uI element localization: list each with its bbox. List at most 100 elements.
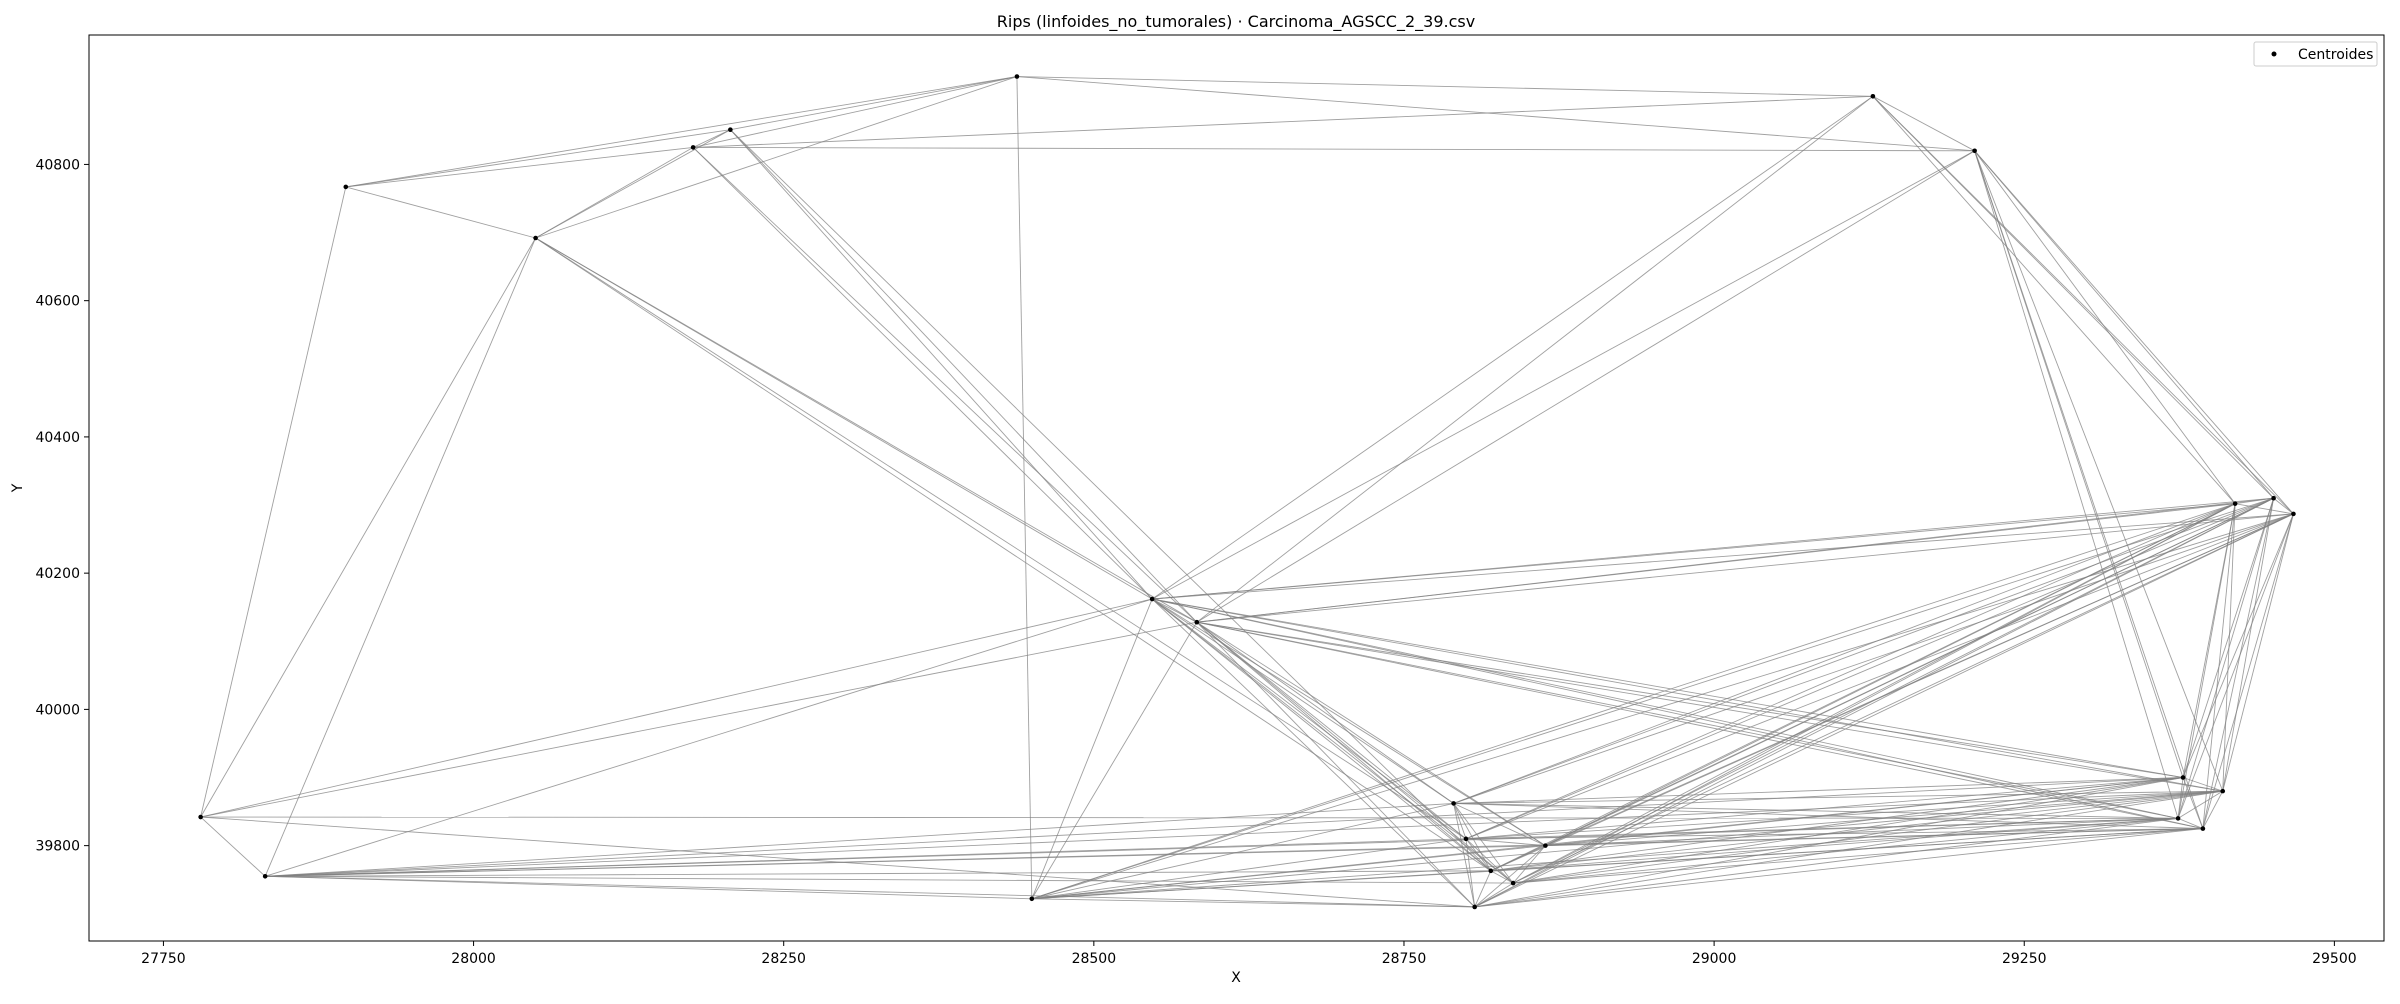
edge-line [2182, 777, 2204, 829]
edge-line [535, 76, 1018, 239]
edge-line [1490, 817, 2179, 872]
edge-line [1545, 817, 2179, 847]
edge-line [1196, 621, 2179, 819]
edge-line [1196, 621, 1546, 847]
edge-line [2273, 497, 2294, 515]
edge-line [2222, 513, 2294, 792]
edge-line [1872, 95, 2274, 499]
x-tick-label: 28000 [451, 951, 496, 967]
edge-line [1016, 76, 1975, 152]
edge-line [1465, 790, 2223, 840]
edge-line [1474, 817, 2179, 908]
edge-line [2182, 777, 2223, 792]
centroid-point [2220, 788, 2226, 794]
edge-line [1031, 898, 1475, 908]
edge-line [1465, 503, 2236, 840]
y-axis-label: Y [10, 483, 26, 493]
edge-line [1465, 513, 2294, 840]
edge-line [1453, 802, 2179, 819]
edge-line [200, 598, 1153, 818]
edge-line [1545, 790, 2223, 847]
edge-line [200, 237, 536, 818]
centroid-point [1014, 74, 1020, 79]
edge-line [692, 147, 1198, 623]
edge-line [1152, 497, 2274, 600]
x-tick-label: 29250 [2002, 951, 2047, 967]
edge-line [1465, 838, 1492, 872]
edge-line [200, 816, 2179, 819]
centroid-point [2232, 501, 2238, 506]
edge-line [345, 129, 731, 188]
edge-line [1490, 828, 2203, 872]
edge-line [692, 129, 731, 148]
legend-box [2253, 41, 2378, 67]
centroid-point [1870, 94, 1876, 99]
centroid-point [1463, 836, 1469, 842]
edge-line [1196, 621, 1514, 884]
x-axis: 27750 28000 28250 28500 28750 29000 29250 29500 [141, 941, 2357, 967]
edge-line [692, 147, 1153, 600]
edge-line [1016, 76, 1873, 97]
edge-line [1490, 790, 2223, 872]
legend-label-centroides: Centroides [2298, 47, 2373, 63]
edge-line [1545, 497, 2274, 847]
centroid-point [533, 235, 538, 241]
y-tick-label: 40800 [35, 157, 80, 173]
edge-line [1196, 621, 1467, 840]
edge-line [265, 777, 2184, 877]
x-tick-label: 28500 [1072, 951, 1117, 967]
edge-line [1512, 497, 2274, 884]
edge-line [1196, 621, 1476, 908]
edge-line [1152, 598, 2184, 778]
edge-line [730, 76, 1018, 131]
edge-line [2202, 513, 2294, 829]
edge-line [1151, 150, 1975, 600]
edge-line [2177, 513, 2294, 819]
edge-line [1453, 503, 2236, 804]
edge-line [1872, 95, 2294, 515]
edge-line [1031, 838, 1467, 900]
y-tick-label: 40200 [35, 566, 80, 582]
edge-line [2177, 498, 2275, 819]
edge-line [265, 598, 1153, 877]
edge-line [1872, 96, 2236, 504]
edge-line [200, 186, 347, 818]
chart-title: Rips (linfoides_no_tumorales) · Carcinom… [997, 12, 1475, 32]
edge-line [693, 76, 1018, 148]
edge-line [1474, 828, 2203, 908]
centroid-point [262, 873, 268, 879]
edge-line [1512, 513, 2294, 884]
edge-line [1031, 497, 2274, 900]
edge-line [2182, 498, 2275, 778]
edge-line [1453, 803, 1476, 908]
edge-line [345, 146, 694, 188]
legend-marker [2271, 51, 2277, 57]
edge-line [1016, 76, 1033, 899]
edge-line [1490, 777, 2184, 872]
edge-line [1545, 503, 2236, 847]
centroid-point [2180, 775, 2186, 780]
edge-line [1151, 598, 1475, 908]
centroid-point [728, 127, 733, 132]
edge-line [1031, 503, 2236, 900]
y-tick-label: 39800 [35, 839, 80, 855]
edges-layer [200, 76, 2294, 908]
edge-line [1453, 790, 2223, 804]
edge-line [1196, 513, 2294, 623]
edge-line [1151, 598, 1454, 804]
edge-line [1031, 621, 1198, 899]
x-tick-label: 29500 [2312, 951, 2357, 967]
x-tick-label: 28750 [1382, 951, 1427, 967]
edge-line [1513, 777, 2184, 884]
edge-line [200, 816, 266, 877]
edge-line [2182, 503, 2236, 778]
y-tick-label: 40400 [35, 430, 80, 446]
centroid-point [1451, 801, 1456, 806]
edge-line [2182, 513, 2294, 778]
centroid-point [1472, 904, 1477, 910]
edge-line [264, 237, 537, 877]
points-layer [198, 74, 2296, 910]
edge-line [1151, 598, 1467, 840]
edge-line [1474, 882, 1514, 908]
